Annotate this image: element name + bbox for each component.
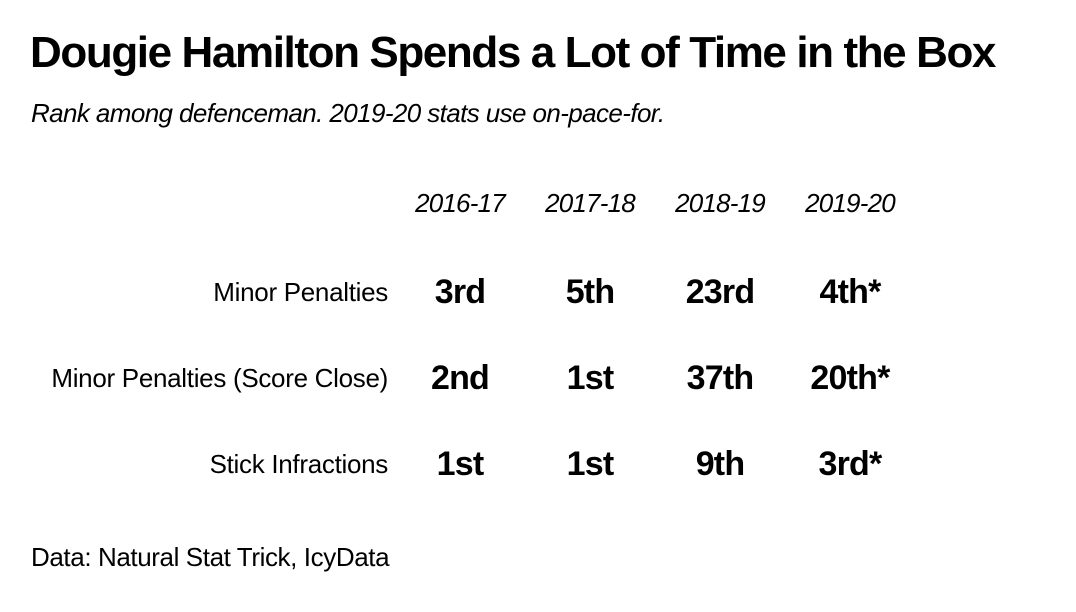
row-label-minor-penalties-score-close: Minor Penalties (Score Close) (51, 363, 388, 393)
table-cell: 4th* (819, 273, 881, 311)
table-cell: 20th* (810, 359, 890, 397)
table-cell: 37th (686, 359, 755, 397)
column-header-2017-18: 2017-18 (545, 188, 636, 218)
row-label-stick-infractions: Stick Infractions (209, 449, 389, 479)
table-cell: 1st (566, 359, 615, 397)
table-cell: 3rd (434, 273, 486, 311)
table-cell: 5th (565, 273, 615, 311)
table-cell: 9th (695, 445, 745, 483)
table-cell: 23rd (685, 273, 755, 311)
chart-subtitle: Rank among defenceman. 2019-20 stats use… (31, 98, 665, 128)
table-cell: 2nd (430, 359, 490, 397)
table-cell: 1st (436, 445, 485, 483)
table-cell: 3rd* (818, 445, 883, 483)
column-header-2018-19: 2018-19 (675, 188, 766, 218)
row-label-minor-penalties: Minor Penalties (213, 277, 388, 307)
chart-title: Dougie Hamilton Spends a Lot of Time in … (30, 28, 996, 77)
column-header-2016-17: 2016-17 (415, 188, 506, 218)
source-caption: Data: Natural Stat Trick, IcyData (31, 542, 390, 572)
column-header-2019-20: 2019-20 (805, 188, 896, 218)
table-cell: 1st (566, 445, 615, 483)
